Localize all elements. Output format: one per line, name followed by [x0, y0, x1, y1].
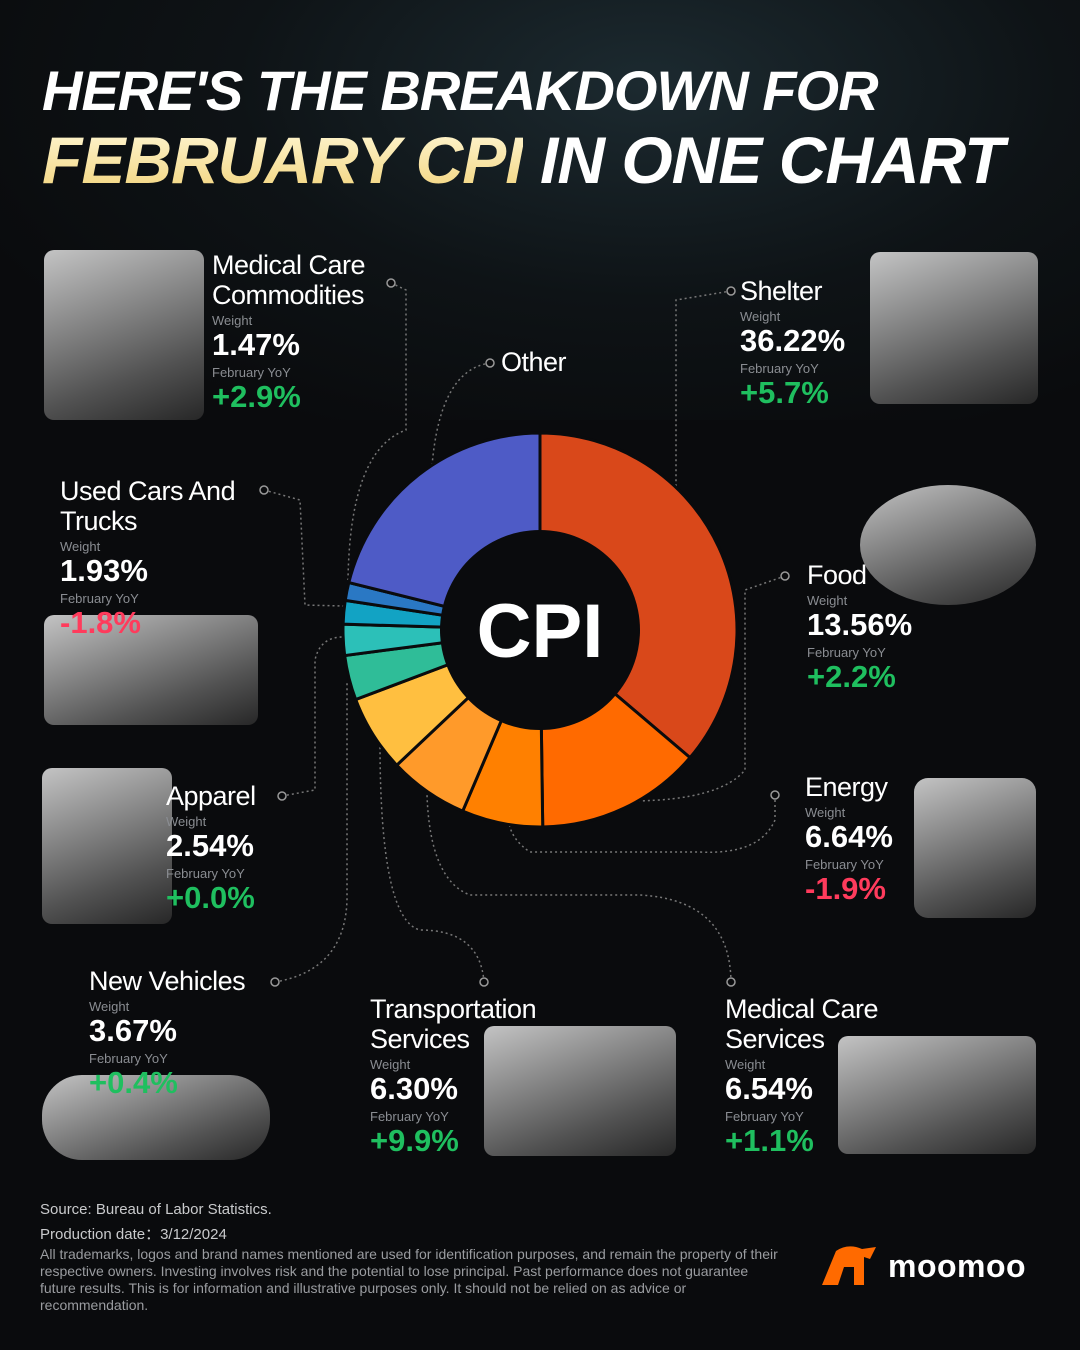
weight-label: Weight — [807, 593, 848, 608]
yoy-value: +9.9% — [370, 1123, 459, 1158]
moomoo-logo: moomoo — [818, 1245, 1026, 1287]
ambulance-image — [838, 1036, 1036, 1154]
item-medical-care-commodities: Medical Care Commodities Weight 1.47% Fe… — [212, 250, 402, 414]
weight-label: Weight — [370, 1057, 411, 1072]
item-new-vehicles: New Vehicles Weight 3.67% February YoY +… — [89, 966, 246, 1100]
yoy-label: February YoY — [740, 361, 819, 376]
yoy-label: February YoY — [807, 645, 886, 660]
weight-value: 2.54% — [166, 828, 254, 863]
item-name: Transportation Services — [370, 994, 537, 1054]
blazer-image — [42, 768, 172, 924]
weight-label: Weight — [740, 309, 781, 324]
item-food: Food Weight 13.56% February YoY +2.2% — [807, 560, 912, 694]
headline-highlight: FEBRUARY CPI — [42, 123, 524, 197]
yoy-value: +0.4% — [89, 1065, 178, 1100]
item-name: Medical Care Services — [725, 994, 879, 1054]
item-shelter: Shelter Weight 36.22% February YoY +5.7% — [740, 276, 845, 410]
weight-value: 36.22% — [740, 323, 846, 358]
item-medical-care-services: Medical Care Services Weight 6.54% Febru… — [725, 994, 925, 1158]
weight-label: Weight — [89, 999, 130, 1014]
yoy-value: +2.9% — [212, 379, 301, 414]
first-aid-kit-image — [44, 250, 204, 420]
yoy-label: February YoY — [725, 1109, 804, 1124]
weight-value: 3.67% — [89, 1013, 177, 1048]
yoy-label: February YoY — [166, 866, 245, 881]
item-apparel: Apparel Weight 2.54% February YoY +0.0% — [166, 781, 256, 915]
source-note: Source: Bureau of Labor Statistics. — [40, 1201, 272, 1218]
item-transportation-services: Transportation Services Weight 6.30% Feb… — [370, 994, 570, 1158]
yoy-value: +2.2% — [807, 659, 896, 694]
oil-barrel-image — [914, 778, 1036, 918]
weight-value: 1.93% — [60, 553, 148, 588]
weight-value: 1.47% — [212, 327, 300, 362]
item-name: Shelter — [740, 276, 823, 306]
item-name: Apparel — [166, 781, 256, 811]
item-name: Food — [807, 560, 867, 590]
weight-value: 6.64% — [805, 819, 893, 854]
pickup-truck-image — [44, 615, 258, 725]
item-name: Medical Care Commodities — [212, 250, 366, 310]
weight-value: 6.30% — [370, 1071, 458, 1106]
box-truck-image — [484, 1026, 676, 1156]
yoy-value: -1.8% — [60, 605, 141, 640]
item-name: Other — [501, 347, 567, 377]
yoy-value: +5.7% — [740, 375, 829, 410]
weight-label: Weight — [60, 539, 101, 554]
sports-car-image — [42, 1075, 270, 1160]
house-image — [870, 252, 1038, 404]
yoy-value: +0.0% — [166, 880, 255, 915]
yoy-label: February YoY — [370, 1109, 449, 1124]
item-other: Other — [501, 347, 567, 377]
yoy-label: February YoY — [212, 365, 291, 380]
yoy-label: February YoY — [89, 1051, 168, 1066]
yoy-value: +1.1% — [725, 1123, 814, 1158]
headline-line-2: FEBRUARY CPI IN ONE CHART — [42, 122, 1004, 198]
yoy-value: -1.9% — [805, 871, 886, 906]
brand-name: moomoo — [888, 1247, 1027, 1284]
weight-value: 6.54% — [725, 1071, 813, 1106]
weight-label: Weight — [166, 814, 207, 829]
weight-label: Weight — [212, 313, 253, 328]
yoy-label: February YoY — [805, 857, 884, 872]
weight-label: Weight — [805, 805, 846, 820]
donut-hole — [440, 530, 640, 730]
center-label: CPI — [477, 589, 604, 674]
disclaimer: All trademarks, logos and brand names me… — [40, 1246, 778, 1313]
headline-line-1: HERE'S THE BREAKDOWN FOR — [42, 59, 879, 122]
item-name: Energy — [805, 772, 888, 802]
item-name: Used Cars And Trucks — [60, 476, 236, 536]
food-plate-image — [860, 485, 1036, 605]
production-date: Production date：3/12/2024 — [40, 1226, 227, 1243]
weight-value: 13.56% — [807, 607, 913, 642]
headline-rest: IN ONE CHART — [522, 123, 1004, 197]
item-energy: Energy Weight 6.64% February YoY -1.9% — [805, 772, 893, 906]
item-name: New Vehicles — [89, 966, 246, 996]
weight-label: Weight — [725, 1057, 766, 1072]
item-used-cars-and-trucks: Used Cars And Trucks Weight 1.93% Februa… — [60, 476, 260, 640]
bull-logo-icon — [822, 1246, 876, 1285]
yoy-label: February YoY — [60, 591, 139, 606]
